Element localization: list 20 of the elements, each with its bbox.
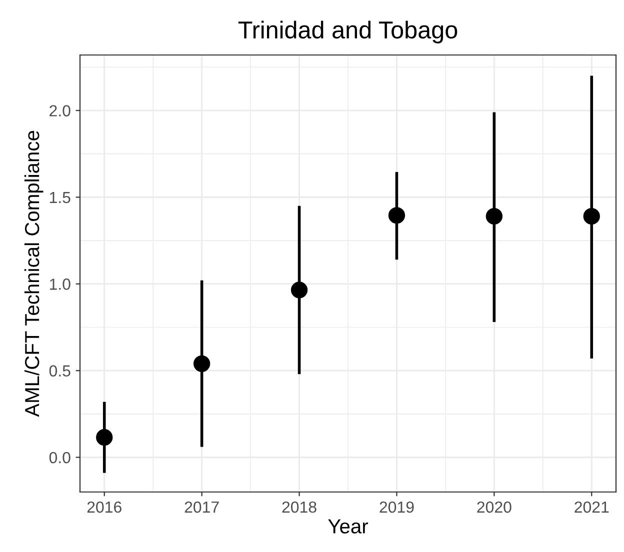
y-tick-label: 1.5 — [50, 192, 70, 204]
y-tick-label: 1.0 — [50, 278, 70, 290]
point — [583, 208, 600, 225]
y-tick-label: 2.0 — [50, 105, 70, 116]
point — [290, 282, 308, 298]
x-tick-label: 2021 — [574, 501, 609, 513]
x-tick-label: 2016 — [87, 501, 122, 513]
x-axis-title: Year — [328, 519, 368, 534]
x-tick-label: 2018 — [282, 501, 316, 513]
point — [486, 208, 503, 225]
y-tick-label: 0.0 — [49, 452, 70, 464]
x-tick-label: 2020 — [477, 501, 512, 513]
chart-title: Trinidad and Tobago — [238, 20, 458, 44]
x-tick-label: 2019 — [380, 501, 414, 513]
point — [388, 207, 406, 224]
x-tick-label: 2017 — [184, 501, 219, 513]
point — [193, 355, 210, 372]
y-tick-label: 0.5 — [49, 365, 70, 377]
y-axis-title: AML/CFT Technical Compliance — [24, 130, 44, 417]
point — [96, 429, 113, 446]
